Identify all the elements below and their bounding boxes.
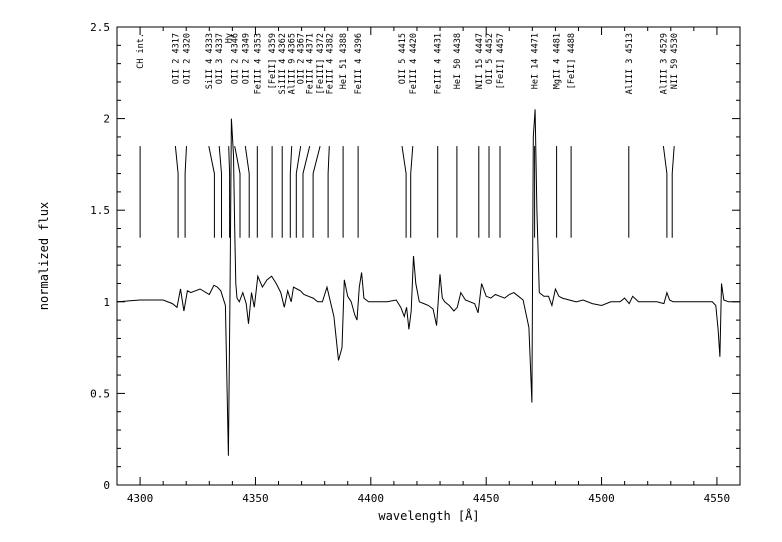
line-id-label: NII 15 4447 [475, 33, 485, 89]
line-id-label: FeIII 4 4353 [253, 33, 263, 94]
line-id-mark [662, 146, 668, 238]
axis-ticks [116, 26, 741, 486]
x-tick-label: 4500 [588, 492, 615, 505]
y-tick-label: 1 [103, 296, 110, 309]
line-id-label: [FeII] 4457 [496, 33, 506, 89]
line-id-label: HeI 51 4388 [339, 33, 349, 89]
x-tick-label: 4550 [704, 492, 731, 505]
tick-labels: 4300 4350 4400 4450 4500 4550 0 0.5 1 1.5 2 2.5 [90, 21, 730, 505]
line-identifications: CH int. OII 2 4317 OII 2 4320 SiII 4 4333 OI… [136, 33, 680, 238]
line-id-mark [410, 146, 414, 238]
line-id-mark [184, 146, 187, 238]
line-id-mark [401, 146, 407, 238]
line-id-label: AlIII 3 4513 [625, 33, 635, 94]
line-id-label: FeIII 4 4382 [325, 33, 335, 94]
line-id-label: FeIII 4 4371 [306, 33, 316, 94]
line-id-label: OII 2 4367 [297, 33, 307, 84]
line-id-label: OII 2 4346 [231, 33, 241, 84]
y-tick-label: 2.5 [90, 21, 110, 34]
line-id-mark [327, 146, 330, 238]
line-id-label: OII 2 4320 [183, 33, 193, 84]
line-id-label: OII 2 4349 [241, 33, 251, 84]
line-id-label: FeIII 4 4396 [354, 33, 364, 94]
line-id-label: HeI 14 4471 [531, 33, 541, 89]
x-tick-label: 4400 [358, 492, 385, 505]
line-id-label: AlIII 9 4365 [288, 33, 298, 94]
line-id-label: SiIII 4 4362 [278, 33, 288, 94]
x-tick-label: 4300 [127, 492, 154, 505]
plot-frame [116, 26, 741, 486]
line-id-mark [208, 146, 215, 238]
line-id-label: [FeII] 4488 [567, 33, 577, 89]
line-id-mark [244, 146, 250, 238]
line-id-label: SiII 4 4333 [205, 33, 215, 89]
line-id-mark [228, 146, 231, 238]
x-tick-label: 4350 [242, 492, 269, 505]
line-id-label: MgII 4 4481 [553, 33, 563, 89]
line-id-mark [671, 146, 675, 238]
y-tick-label: 2 [103, 113, 110, 126]
x-tick-label: 4450 [473, 492, 500, 505]
line-id-mark [218, 146, 222, 238]
line-id-label: FeIII 4 4420 [409, 33, 419, 94]
line-id-mark [302, 145, 311, 238]
spectrum-series-line [116, 109, 740, 456]
y-tick-label: 0 [103, 479, 110, 492]
line-id-label: OII 5 4415 [398, 33, 408, 84]
x-axis-label: wavelength [Å] [378, 508, 479, 523]
line-id-label: [FeII] 4359 [268, 33, 278, 89]
y-tick-label: 1.5 [90, 204, 110, 217]
line-id-label: OII 2 4317 [171, 33, 181, 84]
line-id-label: FeIII 4 4431 [434, 33, 444, 94]
line-id-label: AlIII 3 4529 [659, 33, 669, 94]
line-id-label: OII 3 4337 [215, 33, 225, 84]
line-id-mark [174, 146, 179, 238]
y-tick-label: 0.5 [90, 387, 110, 400]
line-id-mark [289, 146, 293, 238]
line-id-mark [312, 145, 321, 238]
line-id-label: NII 59 4530 [670, 33, 680, 89]
line-id-label: CH int. [136, 33, 146, 69]
line-id-mark [295, 146, 302, 238]
y-axis-label: normalized flux [37, 202, 51, 310]
line-id-mark [234, 146, 241, 238]
line-id-label: OII 5 4452 [485, 33, 495, 84]
line-id-label: [FeIII] 4372 [316, 33, 326, 94]
line-id-label: HeI 50 4438 [453, 33, 463, 89]
line-id-label: Hγ [225, 33, 235, 43]
